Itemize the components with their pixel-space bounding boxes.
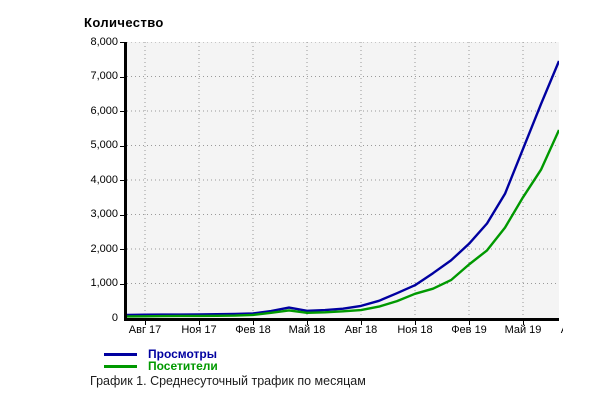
x-axis-line bbox=[124, 318, 559, 321]
y-tick-mark bbox=[120, 249, 124, 250]
y-axis-line bbox=[124, 42, 127, 321]
x-tick-mark bbox=[307, 321, 308, 325]
x-tick-label: Авг 17 bbox=[128, 324, 162, 336]
y-tick-label: 1,000 bbox=[90, 277, 118, 289]
legend-label: Посетители bbox=[148, 359, 218, 373]
y-tick-mark bbox=[120, 76, 124, 78]
y-tick-mark bbox=[120, 42, 124, 43]
y-tick-label: 3,000 bbox=[90, 208, 118, 220]
x-axis-labels: Авг 17 Ноя 17 Фев 18 Май 18 Авг 18 Ноя 18 Фев … bbox=[127, 324, 563, 339]
x-tick-mark bbox=[523, 321, 524, 325]
chart-title: Количество bbox=[84, 15, 164, 30]
plot-canvas bbox=[127, 42, 559, 318]
x-tick-mark bbox=[199, 321, 200, 325]
x-tick-mark bbox=[361, 321, 362, 325]
y-tick-label: 4,000 bbox=[90, 173, 118, 186]
x-tick-label: Ноя 18 bbox=[397, 324, 433, 336]
legend-label: Просмотры bbox=[148, 347, 218, 361]
x-tick-mark bbox=[469, 321, 470, 325]
chart-legend: Просмотры Посетители bbox=[104, 348, 218, 372]
series-line-views bbox=[127, 60, 559, 317]
legend-item: Просмотры bbox=[104, 348, 218, 360]
x-tick-label: Фев 18 bbox=[235, 324, 271, 336]
plot-area bbox=[127, 42, 559, 318]
x-tick-label: Ноя 17 bbox=[181, 324, 217, 336]
chart-caption: График 1. Среднесуточный трафик по месяц… bbox=[90, 374, 366, 388]
legend-line-swatch bbox=[104, 352, 137, 356]
legend-item: Посетители bbox=[104, 360, 218, 372]
y-tick-mark bbox=[120, 214, 124, 216]
y-tick-mark bbox=[120, 145, 124, 147]
legend-line-swatch bbox=[104, 364, 137, 368]
x-tick-label: Фев 19 bbox=[451, 324, 487, 336]
y-tick-label: 6,000 bbox=[90, 104, 118, 117]
y-tick-mark bbox=[120, 180, 124, 181]
x-tick-label: Авг 19 bbox=[561, 324, 563, 336]
y-tick-label: 8,000 bbox=[90, 35, 118, 48]
y-tick-mark bbox=[120, 283, 124, 285]
y-tick-label: 7,000 bbox=[90, 70, 118, 82]
y-tick-mark bbox=[120, 111, 124, 112]
x-tick-mark bbox=[145, 321, 146, 325]
series-line-visitors bbox=[127, 129, 559, 318]
x-tick-label: Май 18 bbox=[288, 324, 326, 336]
y-tick-label: 2,000 bbox=[90, 242, 118, 255]
x-tick-mark bbox=[415, 321, 416, 325]
x-tick-mark bbox=[253, 321, 254, 325]
x-tick-label: Авг 18 bbox=[344, 324, 378, 336]
x-tick-label: Май 19 bbox=[504, 324, 542, 336]
y-tick-label: 5,000 bbox=[90, 139, 118, 151]
y-tick-label: 0 bbox=[111, 311, 118, 324]
